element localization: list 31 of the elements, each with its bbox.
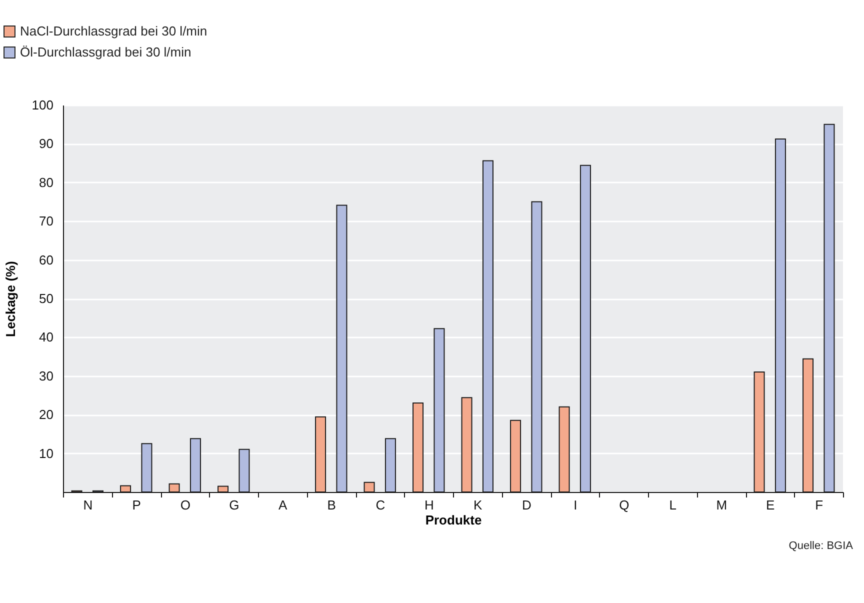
legend-label: NaCl-Durchlassgrad bei 30 l/min xyxy=(20,24,208,38)
x-tick-label: P xyxy=(132,498,141,512)
y-tick-label: 30 xyxy=(39,368,54,384)
y-tick-label: 60 xyxy=(39,252,54,268)
x-tick-label: H xyxy=(424,498,434,512)
x-tick-label: C xyxy=(376,498,386,512)
x-tick-label: N xyxy=(83,498,93,512)
y-tick-label: 90 xyxy=(39,136,54,152)
y-tick-label: 80 xyxy=(39,174,54,190)
x-tick-label: E xyxy=(766,498,776,512)
x-tick-label: A xyxy=(278,498,288,512)
x-tick-label: G xyxy=(229,498,240,512)
y-axis-title: Leckage (%) xyxy=(2,261,18,337)
y-tick-label: 50 xyxy=(39,291,54,306)
x-tick-label: F xyxy=(815,498,824,512)
x-tick-label: L xyxy=(669,498,676,512)
y-tick-label: 70 xyxy=(39,214,54,229)
x-tick-label: B xyxy=(327,498,336,512)
y-tick-label: 20 xyxy=(39,407,54,422)
y-tick-label: 40 xyxy=(39,330,54,345)
x-tick-label: I xyxy=(574,498,578,512)
x-axis-title: Produkte xyxy=(425,512,482,528)
x-tick-label: O xyxy=(180,498,190,512)
source-note: Quelle: BGIA xyxy=(788,540,854,552)
x-tick-label: Q xyxy=(619,498,630,512)
y-tick-label: 100 xyxy=(32,98,54,112)
legend-label: Öl-Durchlassgrad bei 30 l/min xyxy=(20,44,192,60)
y-tick-label: 10 xyxy=(39,446,54,461)
x-tick-label: M xyxy=(716,498,728,512)
x-tick-label: D xyxy=(522,498,532,512)
x-tick-label: K xyxy=(474,498,483,512)
